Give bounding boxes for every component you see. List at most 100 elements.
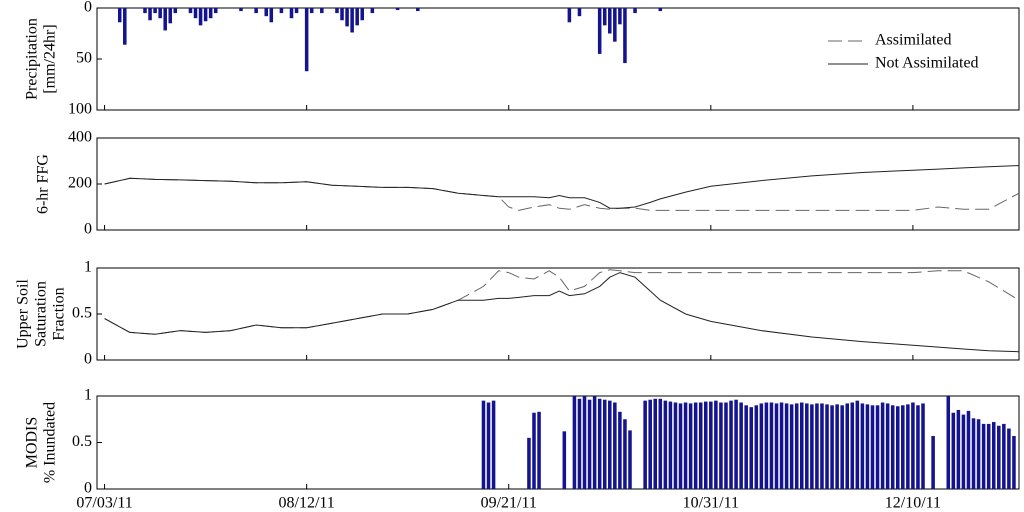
bar [688,403,693,489]
series-line [104,165,1020,209]
bar [213,8,218,14]
bar [264,8,269,17]
bar [602,399,607,489]
bar [340,8,344,21]
y-tick-label: 200 [68,175,92,192]
bar [597,398,602,489]
bar [658,398,663,489]
y-axis-label: 6-hr FFG [35,154,52,214]
bar [769,402,774,489]
bar [1007,428,1011,489]
bar [618,411,622,489]
bar [158,8,162,19]
bar [734,399,738,489]
bar [981,423,986,489]
bar [633,8,637,14]
y-axis-label: MODIS [24,417,41,469]
bar [835,404,839,489]
bar [880,402,885,489]
bar [163,8,167,31]
bar [946,396,951,489]
bar [294,8,299,14]
bar [613,402,617,489]
bar [486,402,491,489]
bar [825,404,829,489]
y-tick-label: 0 [84,0,92,16]
bar [709,401,713,489]
bar [193,8,198,19]
bar [764,402,769,489]
x-tick-label: 09/21/11 [481,495,537,512]
bar [643,400,647,489]
bar [143,8,147,14]
bar [865,404,870,489]
bar [597,8,602,54]
bar [840,405,844,489]
bar [698,402,703,489]
bar [269,8,274,23]
series-line [104,177,1020,211]
bar [117,8,122,23]
bar [986,423,991,489]
bar [1012,435,1016,489]
bar [304,8,309,72]
bar [693,402,698,489]
bar [739,402,743,489]
bar [845,403,849,489]
y-tick-label: 100 [68,101,92,118]
bar [991,422,996,489]
bar [830,405,834,489]
bar [784,403,789,489]
bar [208,8,213,19]
bar [916,405,920,489]
bar [567,8,572,23]
bar [714,400,718,489]
bar [653,398,658,489]
bar [971,418,976,489]
bar [355,8,359,26]
bar [527,437,531,489]
bar [997,425,1001,489]
bar [602,8,607,26]
x-tick-label: 10/31/11 [683,495,739,512]
bar [779,402,784,489]
bar [254,8,258,14]
bar [759,403,764,489]
y-tick-label: 400 [68,129,92,146]
bar [799,402,804,489]
series-line [104,272,1020,353]
bar [153,8,157,14]
bar [481,400,486,489]
bar [901,405,905,489]
bar [168,8,173,24]
bar [855,400,860,489]
plot-frame [96,395,1020,490]
bar [582,396,587,489]
bar [754,405,759,489]
bar [890,405,895,489]
y-axis-label: Precipitation [24,18,41,100]
y-tick-label: 50 [76,50,92,67]
bar [810,404,814,489]
bar [921,403,925,489]
bar [729,400,733,489]
bar [350,8,354,33]
bar [173,8,178,14]
bar [951,412,956,489]
bar [416,8,420,12]
bar [966,410,971,489]
y-axis-label: Upper Soil [15,279,32,349]
y-tick-label: 1 [84,259,92,276]
bar [860,403,865,489]
bar [198,8,203,26]
bar [592,396,597,489]
bar [906,404,910,489]
bar [360,8,365,21]
y-tick-label: 1 [84,387,92,404]
bar [309,8,314,14]
y-tick-label: 0 [84,351,92,368]
bar [678,403,683,489]
bar [805,403,809,489]
bar [668,401,673,489]
